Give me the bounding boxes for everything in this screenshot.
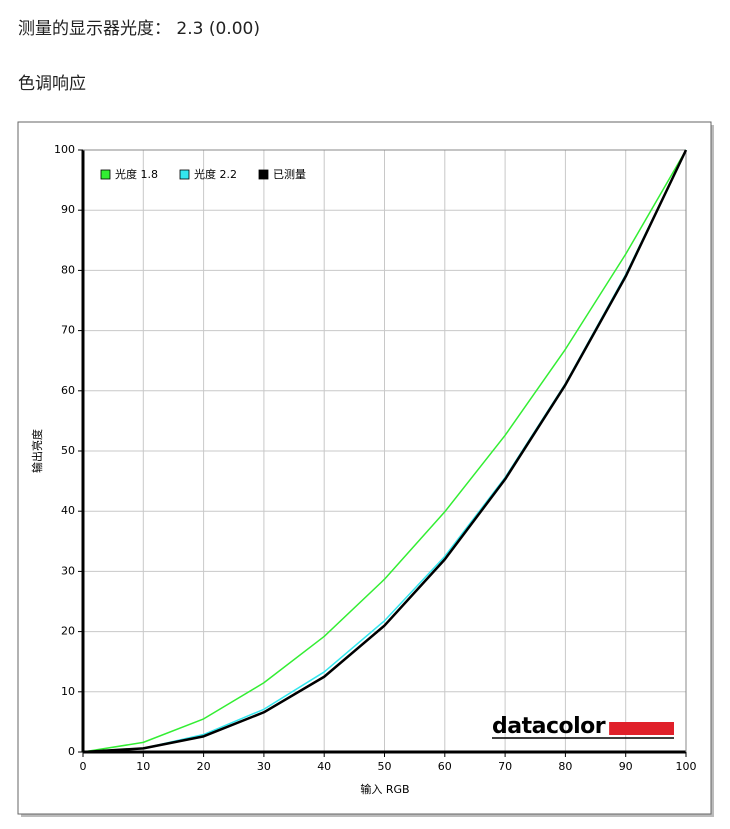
x-tick-label: 30: [257, 760, 271, 773]
x-tick-label: 90: [619, 760, 633, 773]
x-tick-label: 60: [438, 760, 452, 773]
y-axis-label: 输出亮度: [30, 429, 44, 473]
y-tick-label: 80: [61, 263, 75, 276]
y-tick-label: 0: [68, 745, 75, 758]
y-tick-label: 60: [61, 384, 75, 397]
logo: datacolor: [492, 714, 606, 739]
y-tick-label: 40: [61, 504, 75, 517]
x-tick-label: 40: [317, 760, 331, 773]
chart-frame: [17, 121, 712, 815]
series-line: [82, 149, 687, 753]
x-tick-label: 20: [197, 760, 211, 773]
y-tick-label: 20: [61, 625, 75, 638]
x-tick-label: 50: [378, 760, 392, 773]
x-tick-label: 80: [558, 760, 572, 773]
logo-bar: [609, 722, 674, 735]
heading: 测量的显示器光度： 2.3 (0.00): [18, 19, 260, 39]
legend-swatch: [179, 169, 190, 180]
legend-label: 光度 1.8: [115, 167, 158, 181]
x-tick-label: 100: [676, 760, 697, 773]
x-tick-label: 10: [136, 760, 150, 773]
x-tick-label: 70: [498, 760, 512, 773]
y-tick-label: 90: [61, 203, 75, 216]
x-axis-label: 输入 RGB: [360, 782, 409, 796]
series-line: [82, 149, 688, 754]
legend-swatch: [258, 169, 269, 180]
y-tick-label: 70: [61, 324, 75, 337]
legend-label: 已测量: [273, 168, 306, 181]
legend-label: 光度 2.2: [194, 167, 237, 181]
section-title: 色调响应: [18, 74, 86, 94]
y-tick-label: 30: [61, 564, 75, 577]
x-tick-label: 0: [80, 760, 87, 773]
y-tick-label: 10: [61, 685, 75, 698]
legend-swatch: [100, 169, 111, 180]
y-tick-label: 50: [61, 444, 75, 457]
y-tick-label: 100: [54, 143, 75, 156]
